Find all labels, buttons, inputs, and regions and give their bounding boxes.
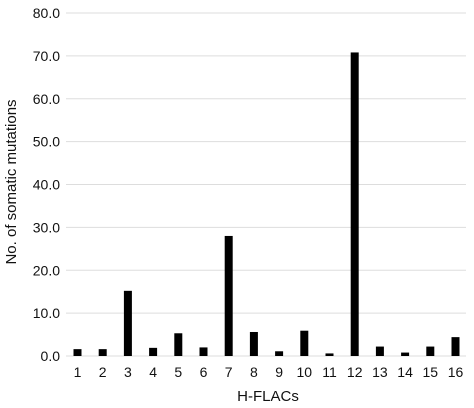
x-tick-label: 4: [149, 364, 157, 380]
bar-16: [451, 337, 460, 356]
bar-2: [98, 349, 107, 356]
y-tick-label: 30.0: [33, 219, 60, 235]
bar-5: [174, 333, 183, 356]
bar-7: [224, 235, 233, 356]
x-axis-tick-labels: 1 2 3 4 5 6 7 8 9 10 11 12 13 14 15 16: [74, 364, 464, 380]
bar-6: [199, 347, 208, 356]
bar-1: [73, 349, 82, 356]
y-tick-label: 60.0: [33, 91, 60, 107]
bar-15: [426, 346, 435, 356]
y-tick-label: 40.0: [33, 177, 60, 193]
x-tick-label: 11: [322, 364, 337, 380]
y-tick-label: 50.0: [33, 134, 60, 150]
x-tick-label: 12: [347, 364, 363, 380]
bar-8: [249, 331, 258, 356]
x-tick-label: 15: [423, 364, 439, 380]
grid-lines: [66, 12, 466, 357]
x-tick-label: 2: [99, 364, 107, 380]
bar-12: [350, 52, 359, 356]
x-tick-label: 10: [297, 364, 313, 380]
x-tick-label: 5: [174, 364, 182, 380]
bar-11: [325, 353, 334, 356]
y-axis-title: No. of somatic mutations: [3, 99, 20, 264]
x-tick-label: 3: [124, 364, 132, 380]
x-axis-title: H-FLACs: [237, 388, 299, 405]
y-tick-label: 10.0: [33, 305, 60, 321]
y-tick-label: 0.0: [41, 348, 61, 364]
x-tick-label: 8: [250, 364, 258, 380]
y-tick-label: 80.0: [33, 5, 60, 21]
x-tick-label: 16: [448, 364, 464, 380]
bar-14: [401, 352, 410, 356]
bar-4: [149, 347, 158, 356]
x-tick-label: 7: [225, 364, 233, 380]
bar-3: [123, 290, 132, 356]
bar-13: [375, 346, 384, 356]
x-tick-label: 6: [200, 364, 208, 380]
x-tick-label: 13: [372, 364, 388, 380]
y-tick-label: 20.0: [33, 262, 60, 278]
bars: [73, 52, 460, 356]
y-axis-tick-labels: 0.0 10.0 20.0 30.0 40.0 50.0 60.0 70.0 80.0: [33, 5, 60, 364]
y-tick-label: 70.0: [33, 48, 60, 64]
bar-10: [300, 330, 309, 356]
x-tick-label: 9: [275, 364, 283, 380]
bar-9: [275, 351, 284, 356]
x-tick-label: 1: [74, 364, 82, 380]
x-tick-label: 14: [397, 364, 413, 380]
